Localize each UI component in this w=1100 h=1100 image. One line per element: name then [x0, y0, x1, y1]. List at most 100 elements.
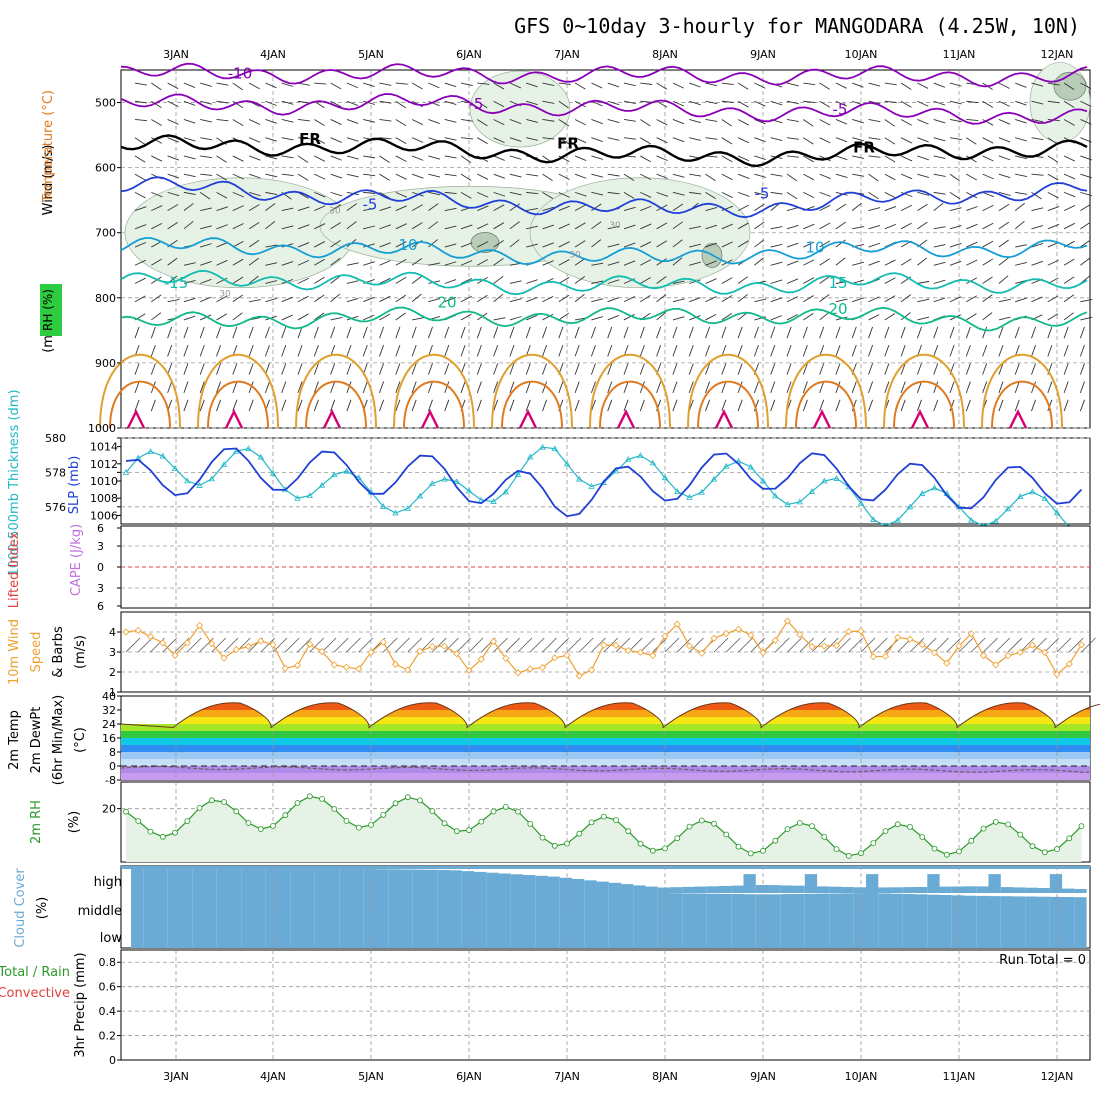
wind-barb: [346, 203, 357, 211]
wind-barb: [379, 326, 385, 339]
surface-contour: [812, 409, 832, 429]
wind-barb: [379, 224, 391, 230]
cloud-bar: [412, 921, 426, 948]
wind-barb: [493, 293, 504, 303]
wind-barb: [574, 240, 586, 248]
wind-barb: [216, 344, 222, 357]
cloud-bar: [731, 921, 744, 948]
wind-barb: [363, 296, 375, 303]
cloud-bar: [253, 893, 266, 921]
wind-barb: [509, 191, 522, 196]
wind-barb: [379, 173, 390, 181]
cloud-bar: [510, 893, 524, 921]
wind-barb: [998, 381, 1004, 394]
cloud-bar: [363, 893, 377, 921]
wind-barb: [998, 82, 1010, 89]
rh-marker: [870, 840, 877, 846]
wind-barb: [1031, 82, 1044, 87]
wind-barb: [151, 137, 163, 144]
cloud-bar: [608, 893, 622, 921]
wind-barb: [167, 119, 179, 125]
rh-marker: [662, 845, 668, 852]
wind-barb: [786, 173, 798, 182]
wind-barb: [493, 191, 506, 197]
wind-barb: [477, 205, 489, 212]
wind-barb: [379, 100, 392, 104]
wind-speed-marker: [796, 630, 804, 639]
wind-barb: [770, 399, 776, 412]
wind-barb: [183, 381, 189, 394]
rh-marker: [674, 835, 681, 842]
cloud-bar: [706, 886, 720, 893]
wind-barb: [297, 326, 303, 339]
wind-barb: [411, 381, 417, 394]
wind-barb: [1031, 119, 1044, 123]
wind-barb: [965, 344, 971, 357]
temp2m-grid: [175, 696, 1058, 780]
cloud-bar: [1049, 921, 1063, 948]
wind-barb: [460, 82, 473, 86]
wind-barb: [607, 399, 613, 412]
wind-barb: [167, 257, 178, 266]
wind-barb: [542, 191, 554, 199]
wind-barb: [509, 137, 522, 142]
wind-barb: [427, 363, 433, 375]
wind-speed-marker: [636, 648, 645, 656]
wind-barb: [1063, 363, 1069, 375]
cloud-bar: [1062, 888, 1075, 893]
wind-speed-marker: [857, 627, 865, 635]
wind-barb: [770, 261, 783, 266]
rh-marker: [380, 812, 387, 818]
wind-barb: [656, 119, 668, 126]
wind-barb: [933, 202, 944, 211]
cloud-bar: [155, 893, 168, 921]
y-tick-label: 0.8: [99, 956, 117, 969]
wind-barb: [1079, 399, 1085, 412]
precip-panel-frame: [120, 949, 1091, 1061]
wind-barb: [949, 119, 962, 123]
surface-wind-barb: [542, 637, 557, 653]
cloud-bar: [180, 868, 193, 893]
wind-speed-marker: [820, 642, 828, 650]
wind-barb: [900, 191, 913, 198]
wind-barb: [314, 258, 325, 266]
wind-barb: [1015, 262, 1027, 266]
wind-barb: [770, 137, 783, 142]
wind-barb: [297, 399, 303, 412]
wind-barb: [167, 100, 179, 107]
rh-marker: [1066, 835, 1073, 842]
wind-barb: [966, 259, 978, 266]
wind-barb: [542, 363, 548, 375]
wind-barb: [819, 191, 832, 197]
wind-barb: [982, 326, 988, 339]
cloud-bar: [535, 893, 548, 921]
cloud-bar: [792, 921, 805, 948]
wind-speed-marker: [930, 649, 939, 657]
wind-barb: [933, 261, 946, 266]
cloud-bar: [988, 921, 1001, 948]
wind-barb: [868, 224, 881, 230]
cloud-bar: [866, 874, 879, 893]
wind-barb: [574, 204, 586, 211]
wind-barb: [281, 173, 294, 177]
surface-wind-barb: [358, 637, 374, 653]
wind-barb: [949, 381, 955, 394]
wind-barb: [868, 173, 879, 182]
wind-barb: [379, 119, 392, 122]
wind-barb: [265, 155, 278, 160]
wind-barb: [982, 137, 994, 144]
wind-barb: [900, 312, 911, 321]
wind-barb: [444, 363, 450, 375]
surface-wind-barb: [407, 637, 423, 653]
wind-barb: [803, 277, 815, 284]
wind-barb: [737, 204, 749, 211]
rh-marker: [172, 829, 178, 836]
wind-barb: [265, 100, 277, 106]
wind-barb: [705, 278, 717, 284]
wind-speed-marker: [367, 648, 375, 656]
wind-barb: [232, 326, 238, 339]
rh-marker: [1078, 823, 1085, 829]
wind-barb: [526, 82, 538, 88]
wind-barb: [1015, 155, 1027, 160]
wind-barb: [705, 119, 718, 122]
